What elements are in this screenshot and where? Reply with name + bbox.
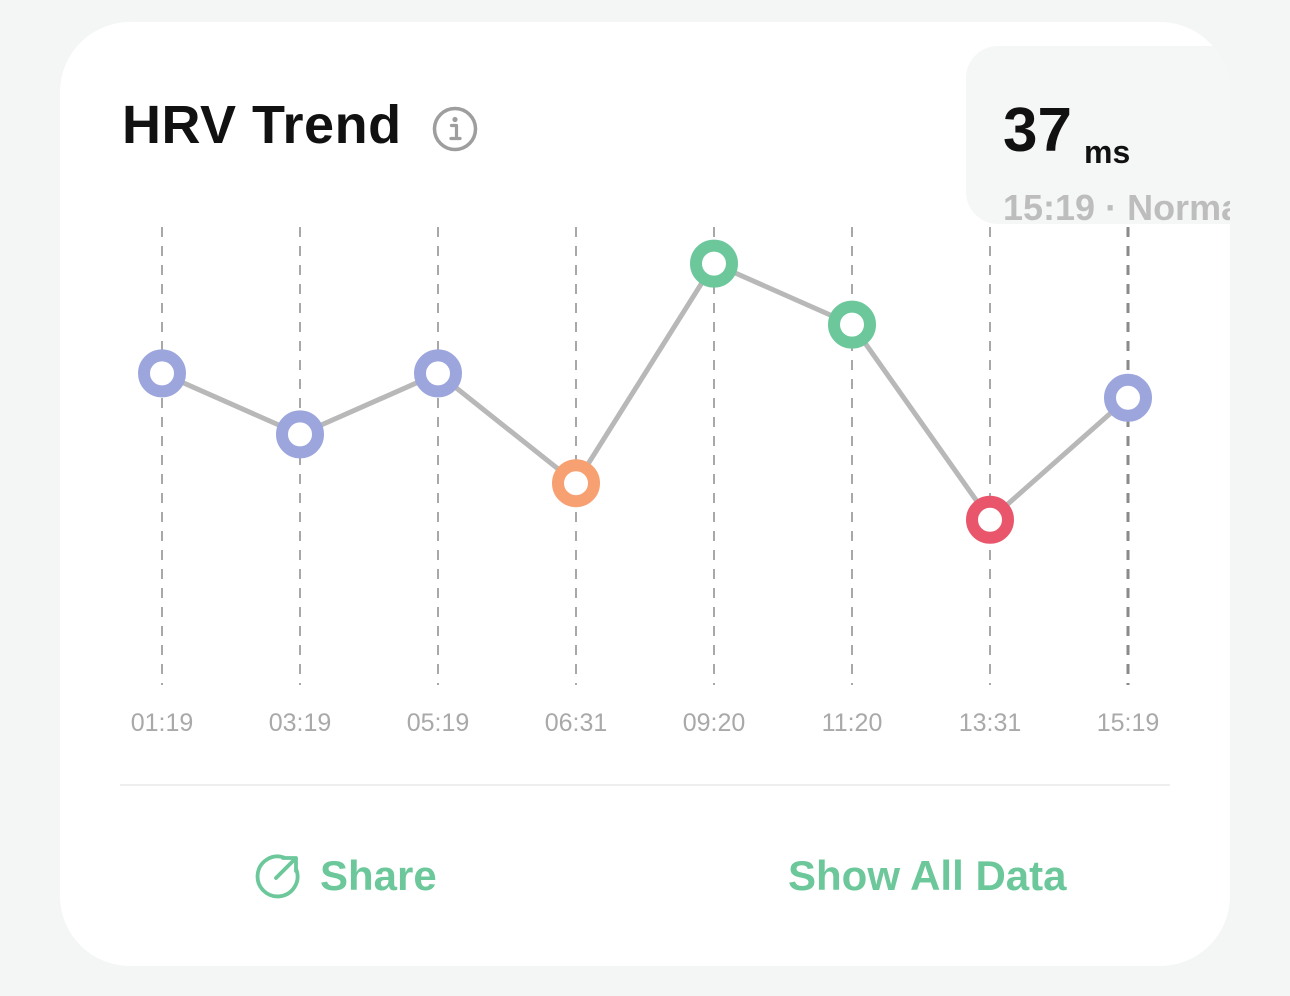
x-tick-label: 06:31 <box>545 709 608 737</box>
show-all-data-button[interactable]: Show All Data <box>788 846 1066 906</box>
data-point[interactable] <box>690 239 738 288</box>
selected-point-tooltip: 37 ms 15:19 · Normal <box>966 46 1230 228</box>
show-all-data-label: Show All Data <box>788 852 1067 899</box>
data-point[interactable] <box>414 349 462 398</box>
info-icon[interactable] <box>432 106 478 152</box>
share-icon <box>255 854 300 899</box>
share-label: Share <box>320 852 437 899</box>
divider <box>120 784 1170 786</box>
hrv-trend-card: HRV Trend 01:19 03:19 05:19 06:31 09:20 11:20… <box>60 22 1230 966</box>
data-point[interactable] <box>1104 373 1152 422</box>
card-title: HRV Trend <box>122 95 402 155</box>
x-tick-label: 11:20 <box>822 709 883 737</box>
tooltip-time-status: 15:19 · Normal <box>1003 187 1230 228</box>
data-point[interactable] <box>138 349 186 398</box>
hrv-line-chart: 01:19 03:19 05:19 06:31 09:20 11:20 13:31 15:19 <box>131 227 1160 737</box>
tooltip-unit: ms <box>1084 134 1131 170</box>
x-tick-label: 01:19 <box>131 709 194 737</box>
data-point[interactable] <box>966 495 1014 544</box>
data-point[interactable] <box>276 410 324 459</box>
x-tick-label: 05:19 <box>407 709 470 737</box>
x-tick-label: 03:19 <box>269 709 332 737</box>
hrv-series-line <box>160 261 1130 523</box>
tooltip-value: 37 <box>1003 96 1072 165</box>
data-point[interactable] <box>828 300 876 349</box>
x-tick-label: 15:19 <box>1097 709 1160 737</box>
data-point[interactable] <box>552 459 600 508</box>
x-tick-label: 13:31 <box>959 709 1022 737</box>
share-button[interactable]: Share <box>254 846 437 906</box>
x-tick-label: 09:20 <box>683 709 746 737</box>
